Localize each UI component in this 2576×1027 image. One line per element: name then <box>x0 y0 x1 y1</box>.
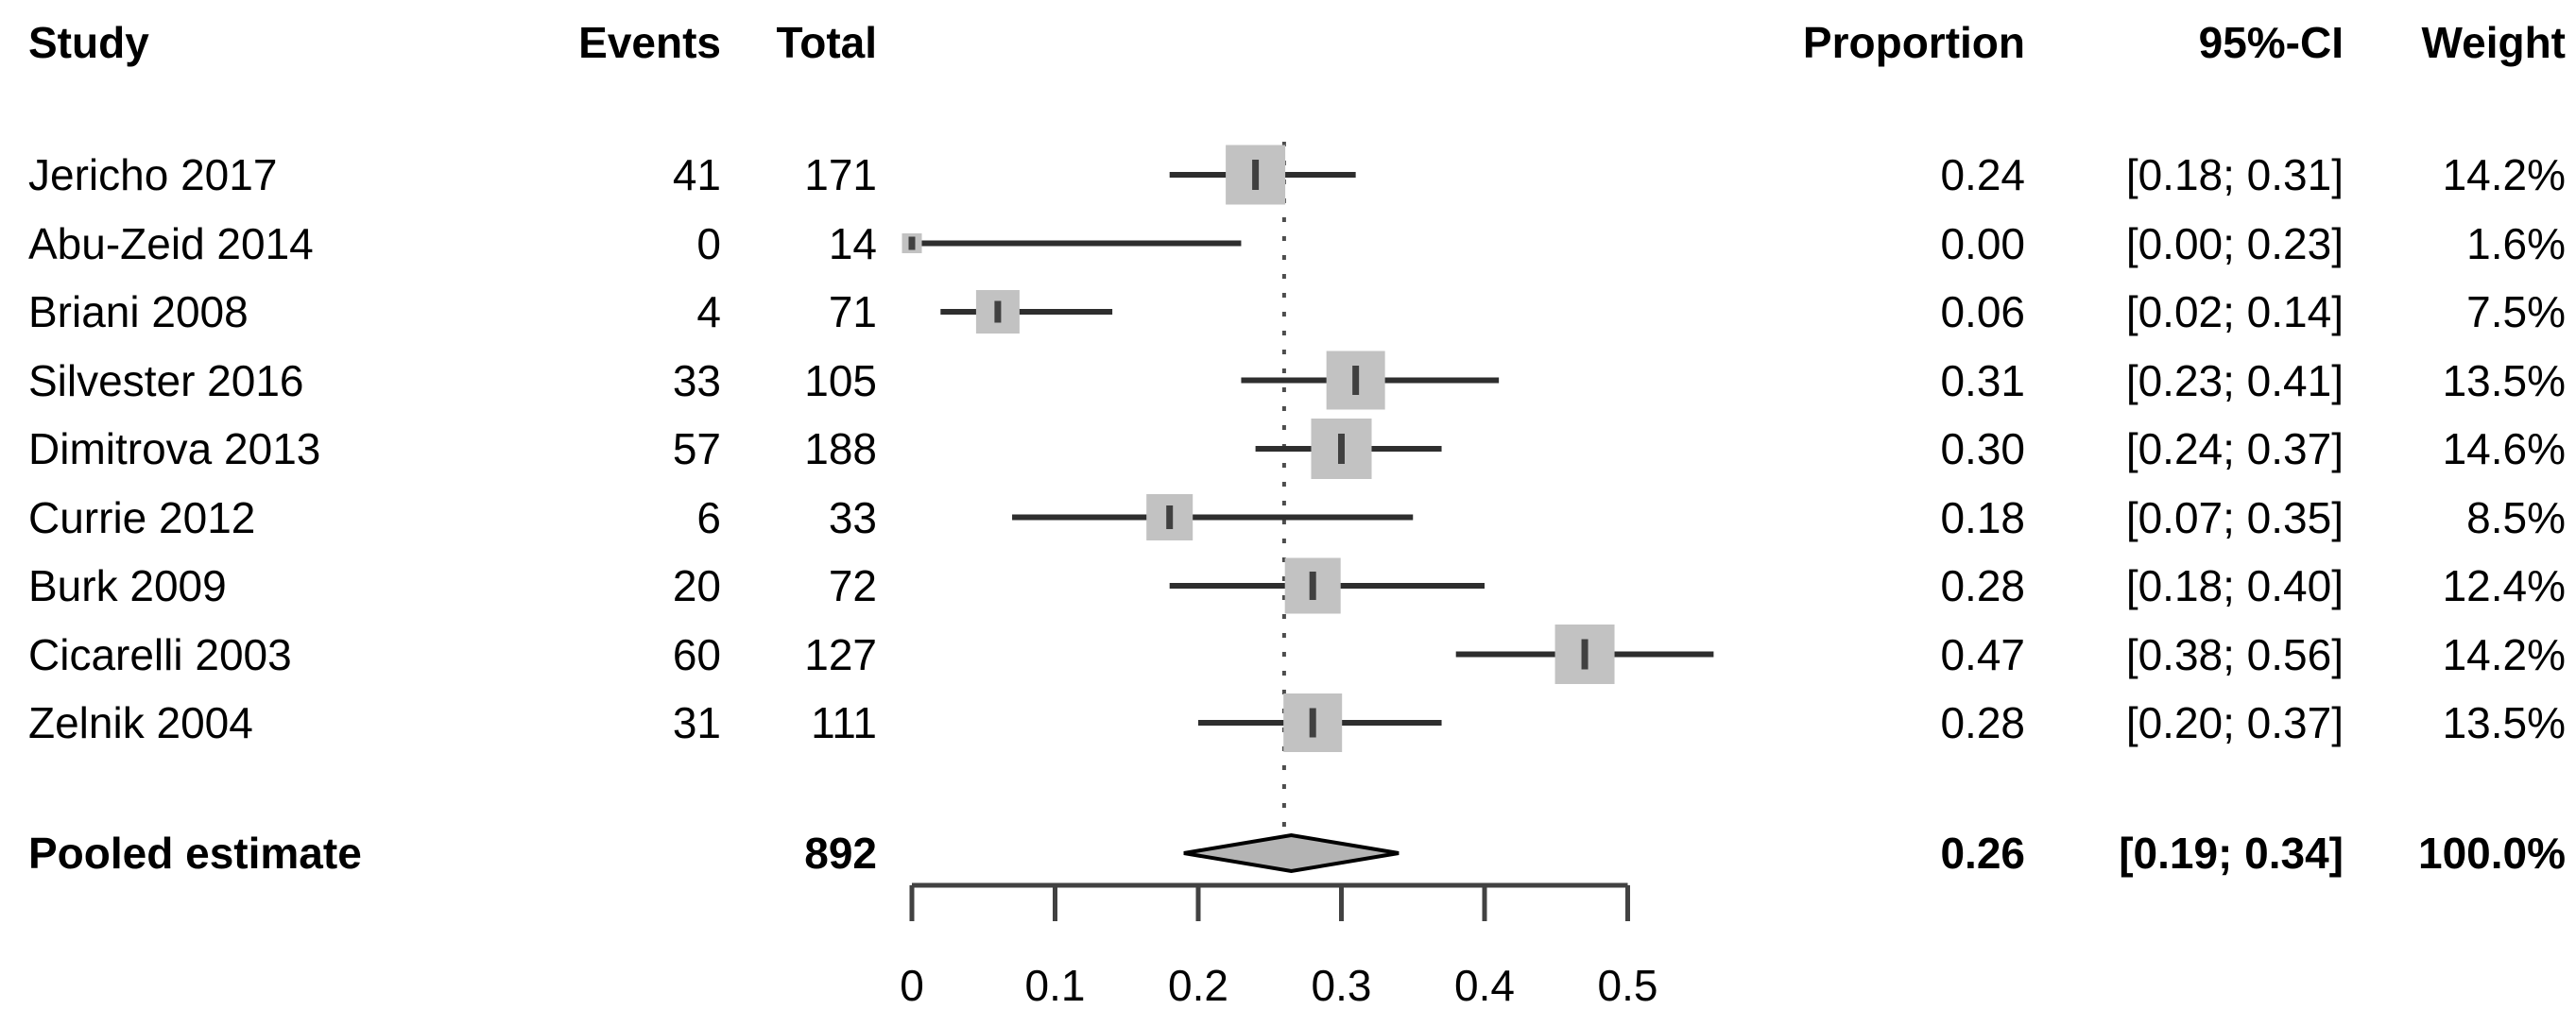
ci-value: [0.20; 0.37] <box>2125 698 2344 747</box>
proportion-value: 0.24 <box>1940 150 2025 199</box>
events-value: 4 <box>696 287 721 336</box>
events-value: 31 <box>672 698 721 747</box>
x-axis-tick-label: 0.4 <box>1454 961 1515 1010</box>
column-header-study: Study <box>28 18 149 67</box>
total-value: 188 <box>804 424 877 473</box>
total-value: 33 <box>828 492 877 542</box>
weight-value: 14.6% <box>2442 424 2566 473</box>
estimate-tick <box>994 300 1002 323</box>
weight-value: 7.5% <box>2466 287 2566 336</box>
ci-value: [0.02; 0.14] <box>2125 287 2344 336</box>
total-value: 171 <box>804 150 877 199</box>
estimate-tick <box>1252 160 1260 190</box>
weight-value: 1.6% <box>2466 218 2566 268</box>
estimate-tick <box>1352 366 1360 395</box>
pooled-proportion: 0.26 <box>1940 829 2025 878</box>
total-value: 127 <box>804 629 877 679</box>
proportion-value: 0.06 <box>1940 287 2025 336</box>
ci-value: [0.00; 0.23] <box>2125 218 2344 268</box>
weight-value: 13.5% <box>2442 355 2566 405</box>
weight-value: 13.5% <box>2442 698 2566 747</box>
study-name: Jericho 2017 <box>28 150 278 199</box>
pooled-weight: 100.0% <box>2417 829 2566 878</box>
study-name: Burk 2009 <box>28 561 227 610</box>
events-value: 0 <box>696 218 721 268</box>
study-name: Currie 2012 <box>28 492 256 542</box>
estimate-tick <box>1338 434 1345 464</box>
events-value: 20 <box>672 561 721 610</box>
pooled-diamond <box>1183 832 1400 874</box>
events-value: 6 <box>696 492 721 542</box>
pooled-label: Pooled estimate <box>28 829 362 878</box>
ci-value: [0.18; 0.40] <box>2125 561 2344 610</box>
estimate-tick <box>908 236 916 250</box>
estimate-tick <box>1309 708 1316 738</box>
weight-value: 14.2% <box>2442 629 2566 679</box>
total-value: 105 <box>804 355 877 405</box>
estimate-tick <box>1166 505 1174 529</box>
study-name: Zelnik 2004 <box>28 698 253 747</box>
events-value: 33 <box>672 355 721 405</box>
x-axis-tick-label: 0.1 <box>1025 961 1086 1010</box>
ci-value: [0.18; 0.31] <box>2125 150 2344 199</box>
events-value: 60 <box>672 629 721 679</box>
column-header-total: Total <box>776 18 877 67</box>
ci-value: [0.07; 0.35] <box>2125 492 2344 542</box>
x-axis-tick-label: 0.5 <box>1598 961 1658 1010</box>
x-axis-tick-label: 0.2 <box>1168 961 1228 1010</box>
column-header-proportion: Proportion <box>1802 18 2025 67</box>
pooled-ci: [0.19; 0.34] <box>2119 829 2344 878</box>
study-name: Briani 2008 <box>28 287 249 336</box>
study-name: Cicarelli 2003 <box>28 629 292 679</box>
events-value: 57 <box>672 424 721 473</box>
weight-value: 14.2% <box>2442 150 2566 199</box>
column-header-events: Events <box>578 18 721 67</box>
column-header-weight: Weight <box>2421 18 2566 67</box>
proportion-value: 0.18 <box>1940 492 2025 542</box>
total-value: 14 <box>828 218 877 268</box>
x-axis-tick-label: 0 <box>900 961 924 1010</box>
pooled-total: 892 <box>804 829 877 878</box>
column-header-ci: 95%-CI <box>2198 18 2344 67</box>
ci-value: [0.24; 0.37] <box>2125 424 2344 473</box>
proportion-value: 0.30 <box>1940 424 2025 473</box>
ci-value: [0.23; 0.41] <box>2125 355 2344 405</box>
ci-value: [0.38; 0.56] <box>2125 629 2344 679</box>
study-name: Silvester 2016 <box>28 355 304 405</box>
weight-value: 12.4% <box>2442 561 2566 610</box>
x-axis-tick-label: 0.3 <box>1312 961 1372 1010</box>
proportion-value: 0.00 <box>1940 218 2025 268</box>
proportion-value: 0.28 <box>1940 698 2025 747</box>
study-name: Abu-Zeid 2014 <box>28 218 314 268</box>
estimate-tick <box>1309 572 1316 600</box>
estimate-tick <box>1581 639 1589 670</box>
total-value: 71 <box>828 287 877 336</box>
proportion-value: 0.47 <box>1940 629 2025 679</box>
proportion-value: 0.31 <box>1940 355 2025 405</box>
weight-value: 8.5% <box>2466 492 2566 542</box>
proportion-value: 0.28 <box>1940 561 2025 610</box>
total-value: 111 <box>811 698 877 747</box>
study-name: Dimitrova 2013 <box>28 424 321 473</box>
events-value: 41 <box>672 150 721 199</box>
total-value: 72 <box>828 561 877 610</box>
